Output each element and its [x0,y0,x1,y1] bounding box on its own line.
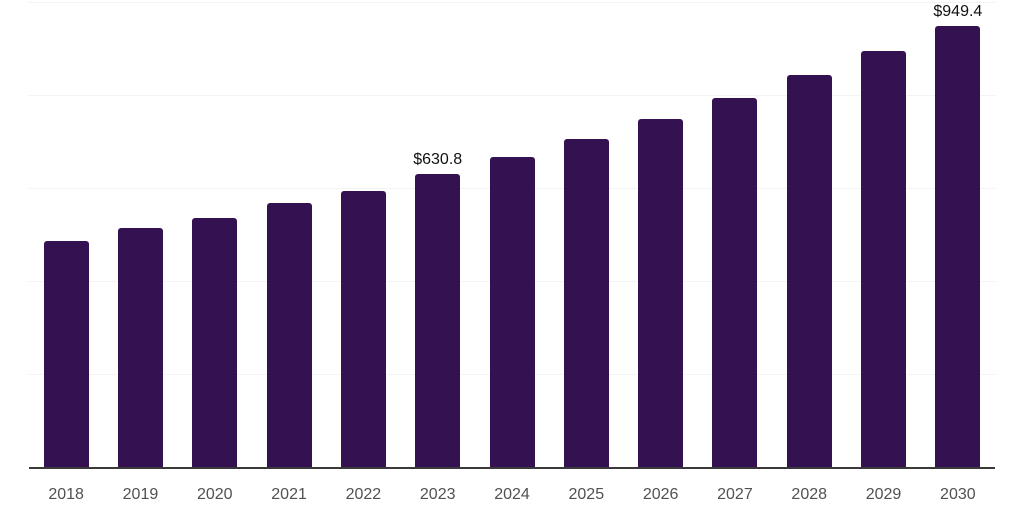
bar-2020[interactable] [192,218,238,468]
x-tick-label-2023: 2023 [419,486,456,503]
x-tick-label-2029: 2029 [865,486,902,503]
bar-2024[interactable] [489,156,535,468]
bar-data-label-2030: $949.4 [933,2,983,20]
bar-data-label-2023: $630.8 [413,151,463,169]
bar-2027[interactable] [712,98,758,468]
x-tick-label-2018: 2018 [48,486,84,503]
bar-2026[interactable] [638,119,684,468]
bar-2021[interactable] [266,203,312,468]
bar-2019[interactable] [117,227,163,468]
bar-2030[interactable] [935,25,981,468]
x-tick-label-2027: 2027 [717,486,753,503]
bar-2028[interactable] [786,75,832,468]
bar-2029[interactable] [861,51,907,468]
bar-2022[interactable] [340,190,386,468]
x-axis-line [29,467,995,469]
bar-2018[interactable] [43,241,89,468]
gridline [29,1,995,3]
x-tick-label-2025: 2025 [568,486,605,503]
gridline [29,94,995,96]
x-tick-label-2020: 2020 [196,486,233,503]
x-tick-label-2022: 2022 [345,486,382,503]
x-tick-label-2028: 2028 [791,486,828,503]
bar-2023[interactable] [415,174,461,468]
x-tick-label-2024: 2024 [494,486,530,503]
x-tick-label-2026: 2026 [642,486,679,503]
x-tick-label-2021: 2021 [271,486,307,503]
bar-2025[interactable] [563,139,609,468]
x-tick-label-2019: 2019 [122,486,159,503]
x-tick-label-2030: 2030 [940,486,976,503]
